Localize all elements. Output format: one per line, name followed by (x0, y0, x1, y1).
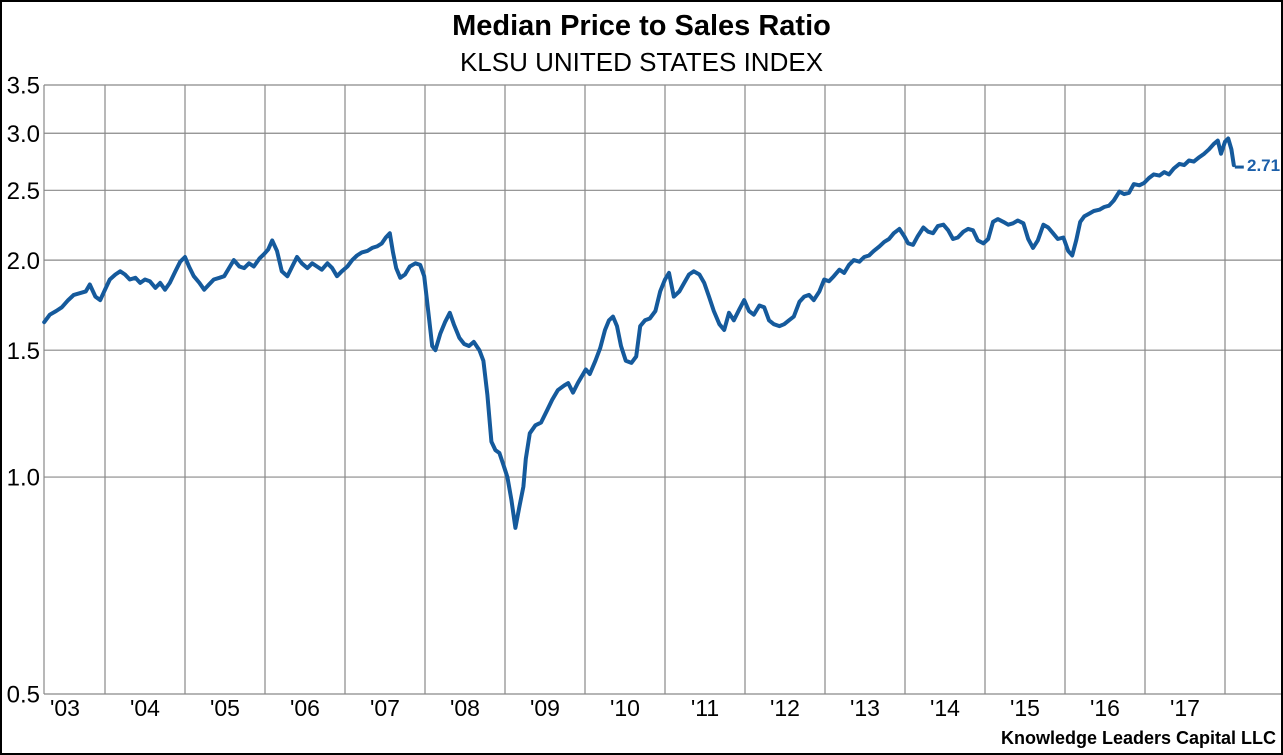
y-axis-tick-label: 2.5 (7, 178, 40, 205)
x-axis-tick-label: '11 (691, 695, 719, 721)
y-axis-tick-label: 3.0 (7, 121, 40, 148)
x-axis-tick-label: '06 (290, 695, 320, 721)
x-axis-tick-label: '08 (450, 695, 480, 721)
x-axis-tick-label: '17 (1170, 695, 1200, 721)
x-axis-tick-label: '04 (130, 695, 160, 721)
x-axis-tick-label: '10 (610, 695, 640, 721)
last-value-label: 2.71 (1247, 156, 1281, 176)
y-axis-tick-label: 1.5 (7, 338, 40, 365)
price-to-sales-line (42, 136, 1236, 530)
x-axis-tick-label: '03 (50, 695, 80, 721)
x-axis-tick-label: '05 (210, 695, 240, 721)
x-axis-tick-label: '16 (1090, 695, 1120, 721)
x-axis-tick-label: '09 (530, 695, 560, 721)
x-axis-tick-label: '07 (370, 695, 400, 721)
chart-title: Median Price to Sales Ratio (452, 10, 831, 42)
y-axis-tick-label: 1.0 (7, 465, 40, 492)
x-axis-tick-label: '12 (770, 695, 800, 721)
y-axis-tick-label: 0.5 (7, 682, 40, 709)
x-axis-tick-label: '13 (850, 695, 880, 721)
x-axis-tick-label: '15 (1010, 695, 1040, 721)
source-attribution: Knowledge Leaders Capital LLC (1000, 728, 1276, 748)
x-axis-tick-label: '14 (930, 695, 960, 721)
y-axis-tick-label: 2.0 (7, 248, 40, 275)
chart-subtitle: KLSU UNITED STATES INDEX (459, 47, 824, 77)
y-axis-tick-label: 3.5 (7, 73, 40, 100)
